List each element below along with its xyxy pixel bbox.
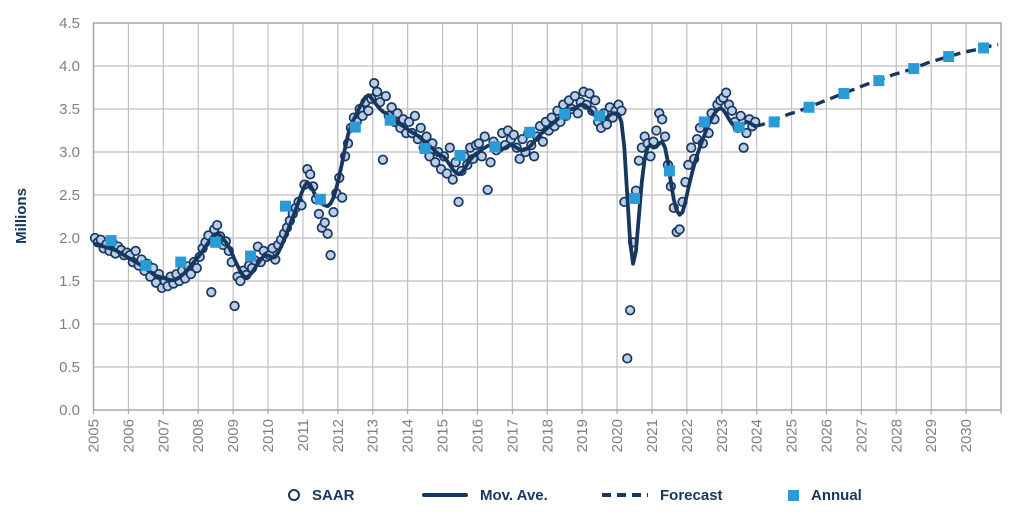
- svg-text:2012: 2012: [330, 419, 347, 452]
- svg-text:2.5: 2.5: [59, 187, 80, 204]
- svg-text:0.0: 0.0: [59, 402, 80, 419]
- svg-text:2017: 2017: [504, 419, 521, 452]
- plot-border: [92, 22, 1002, 411]
- svg-text:2022: 2022: [679, 419, 696, 452]
- svg-text:3.0: 3.0: [59, 144, 80, 161]
- svg-text:2019: 2019: [574, 419, 591, 452]
- legend-item-annual: Annual: [788, 484, 862, 506]
- svg-text:2026: 2026: [818, 419, 835, 452]
- svg-text:2023: 2023: [714, 419, 731, 452]
- svg-text:2028: 2028: [888, 419, 905, 452]
- svg-text:1.5: 1.5: [59, 273, 80, 290]
- svg-text:2021: 2021: [644, 419, 661, 452]
- svg-text:2027: 2027: [853, 419, 870, 452]
- legend-label-annual: Annual: [811, 486, 862, 504]
- svg-text:2013: 2013: [365, 419, 382, 452]
- svg-text:1.0: 1.0: [59, 316, 80, 333]
- solid-line-icon: [422, 493, 468, 497]
- svg-text:2016: 2016: [469, 419, 486, 452]
- svg-text:2030: 2030: [958, 419, 975, 452]
- svg-text:2018: 2018: [539, 419, 556, 452]
- legend-label-saar: SAAR: [312, 486, 355, 504]
- square-marker-icon: [788, 489, 799, 501]
- chart-legend: SAAR Mov. Ave. Forecast Annual: [0, 484, 1024, 508]
- svg-text:2010: 2010: [260, 419, 277, 452]
- svg-text:4.5: 4.5: [59, 15, 80, 32]
- svg-text:2015: 2015: [435, 419, 452, 452]
- legend-item-forecast: Forecast: [602, 484, 723, 506]
- svg-text:2006: 2006: [120, 419, 137, 452]
- legend-item-mov-ave: Mov. Ave.: [422, 484, 548, 506]
- legend-label-forecast: Forecast: [660, 486, 723, 504]
- svg-text:2029: 2029: [923, 419, 940, 452]
- svg-text:2014: 2014: [400, 419, 417, 452]
- svg-text:2011: 2011: [295, 419, 312, 451]
- svg-text:2007: 2007: [155, 419, 172, 452]
- svg-text:2009: 2009: [225, 419, 242, 452]
- svg-text:2025: 2025: [784, 419, 801, 452]
- dashed-line-icon: [602, 493, 648, 497]
- x-axis-tick-labels: 2005 2006 2007 2008 2009 2010 2011 2012 2013 2014…: [86, 419, 976, 452]
- circle-marker-icon: [288, 489, 300, 501]
- gridlines: [93, 23, 1001, 410]
- moving-average-line: [93, 93, 758, 283]
- svg-text:2005: 2005: [86, 419, 103, 452]
- y-axis-title: Millions: [13, 188, 30, 244]
- svg-text:2024: 2024: [749, 419, 766, 452]
- legend-label-mov-ave: Mov. Ave.: [480, 486, 548, 504]
- saar-scatter-series: [89, 78, 761, 364]
- svg-text:0.5: 0.5: [59, 359, 80, 376]
- svg-text:2020: 2020: [609, 419, 626, 452]
- annual-series: [105, 42, 990, 272]
- svg-text:3.5: 3.5: [59, 101, 80, 118]
- legend-item-saar: SAAR: [288, 484, 355, 506]
- y-axis-tick-labels: 0.0 0.5 1.0 1.5 2.0 2.5 3.0 3.5 4.0 4.5: [59, 15, 80, 419]
- svg-text:4.0: 4.0: [59, 58, 80, 75]
- svg-text:2.0: 2.0: [59, 230, 80, 247]
- svg-text:2008: 2008: [190, 419, 207, 452]
